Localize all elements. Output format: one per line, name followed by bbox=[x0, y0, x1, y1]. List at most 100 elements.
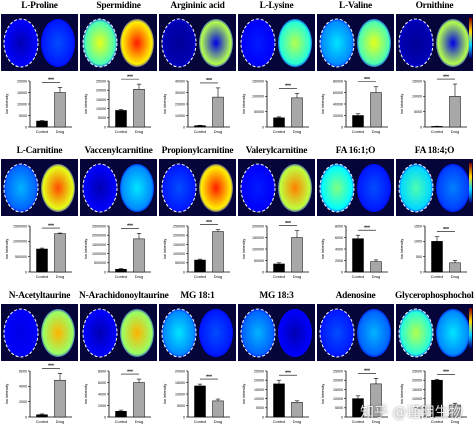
y-tick-label: 10000 bbox=[254, 397, 264, 401]
y-tick-label: 30000 bbox=[175, 91, 185, 95]
y-tick-label: 20000 bbox=[96, 89, 106, 93]
bar-chart: 0 50000 100000 150000 200000 250000 Ion Intens… bbox=[158, 217, 237, 290]
drug-section bbox=[357, 19, 391, 67]
x-tick-label: Control bbox=[194, 419, 207, 424]
y-tick-label: 25000 bbox=[96, 79, 106, 83]
y-tick-label: 1000 bbox=[414, 240, 422, 244]
control-outline bbox=[3, 308, 39, 358]
y-tick-label: 5000 bbox=[19, 114, 27, 118]
y-tick-label: 150000 bbox=[252, 236, 264, 240]
y-tick-label: 20000 bbox=[254, 379, 264, 383]
y-tick-label: 0 bbox=[104, 415, 106, 419]
y-tick-label: 1500 bbox=[414, 224, 422, 228]
bar-control bbox=[115, 411, 127, 418]
bar-drug bbox=[212, 231, 224, 273]
panel-10: Valerylcarnitine 0 50000 100000 150000 200000… bbox=[237, 145, 316, 290]
panel-3: Argininic acid 0 10000 20000 30000 40000 Ion I… bbox=[158, 0, 237, 145]
msi-image bbox=[159, 14, 236, 71]
control-outline bbox=[161, 163, 197, 213]
y-tick-label: 25000 bbox=[333, 369, 343, 373]
bar-control bbox=[115, 110, 127, 128]
control-outline bbox=[82, 308, 118, 358]
x-tick-label: Drug bbox=[293, 129, 301, 134]
control-section bbox=[399, 19, 433, 67]
control-section bbox=[83, 19, 117, 67]
bar-drug bbox=[212, 400, 224, 418]
control-outline bbox=[398, 308, 434, 358]
y-tick-label: 8000 bbox=[98, 369, 106, 373]
y-tick-label: 0 bbox=[183, 270, 185, 274]
y-tick-label: 2000 bbox=[335, 259, 343, 263]
bar-chart: 0 2000 4000 6000 8000 Ion Intensity Control Dru… bbox=[316, 217, 395, 290]
y-tick-label: 2000000 bbox=[92, 234, 106, 238]
drug-section bbox=[199, 19, 233, 67]
y-tick-label: 5000 bbox=[256, 406, 264, 410]
bar-control bbox=[431, 241, 443, 273]
y-tick-label: 15000 bbox=[175, 381, 185, 385]
msi-image bbox=[1, 159, 78, 216]
significance-label: *** bbox=[127, 224, 133, 230]
y-tick-label: 0 bbox=[420, 415, 422, 419]
drug-section bbox=[436, 164, 470, 212]
y-axis-label: Ion Intensity bbox=[84, 384, 88, 405]
x-tick-label: Control bbox=[273, 129, 286, 134]
control-section bbox=[4, 19, 38, 67]
drug-section bbox=[41, 164, 75, 212]
panel-title: L-Proline bbox=[21, 1, 58, 11]
significance-label: *** bbox=[364, 225, 370, 231]
bar-chart: 0 2000 4000 6000 8000 Ion Intensity Control Dru… bbox=[79, 362, 158, 435]
x-tick-label: Drug bbox=[451, 274, 459, 279]
y-tick-label: 4000 bbox=[19, 385, 27, 389]
bar-chart: 0 50000 100000 150000 Ion Intensity Control Dr… bbox=[237, 72, 316, 145]
control-section bbox=[241, 19, 275, 67]
bar-chart: 0 5000 10000 15000 Ion Intensity Control Drug *… bbox=[395, 72, 474, 145]
panel-18: Glycerophosphocholine 0 5000 10000 15000 2000… bbox=[395, 290, 474, 435]
panel-title: N-Acetyltaurine bbox=[8, 291, 71, 301]
y-axis-label: Ion Intensity bbox=[163, 384, 167, 405]
control-section bbox=[4, 309, 38, 357]
panel-title: Propionylcarnitine bbox=[161, 146, 234, 156]
bar-control bbox=[431, 379, 443, 418]
panel-8: Vaccenylcarnitine 0 500000 1000000 1500000 20… bbox=[79, 145, 158, 290]
bar-chart: 0 500000 1000000 1500000 2000000 2500000 Ion I… bbox=[79, 217, 158, 290]
bar-control bbox=[273, 383, 285, 418]
control-outline bbox=[319, 308, 355, 358]
y-tick-label: 50000 bbox=[175, 261, 185, 265]
panel-title: MG 18:1 bbox=[180, 291, 215, 301]
x-tick-label: Drug bbox=[214, 129, 222, 134]
panel-title: Ornithine bbox=[415, 1, 454, 11]
y-tick-label: 0 bbox=[262, 125, 264, 129]
msi-image bbox=[317, 14, 394, 71]
y-tick-label: 100000 bbox=[252, 95, 264, 99]
control-outline bbox=[3, 163, 39, 213]
bar-chart: 0 5000 10000 15000 20000 25000 Ion Intensity Co… bbox=[395, 362, 474, 435]
x-tick-label: Drug bbox=[56, 129, 64, 134]
y-tick-label: 40000 bbox=[175, 79, 185, 83]
drug-section bbox=[199, 309, 233, 357]
bar-drug bbox=[449, 404, 461, 418]
panel-14: N-Arachidonoyltaurine 0 2000 4000 6000 8000 Io… bbox=[79, 290, 169, 435]
y-tick-label: 0 bbox=[262, 415, 264, 419]
y-tick-label: 6000 bbox=[335, 236, 343, 240]
x-tick-label: Drug bbox=[293, 274, 301, 279]
control-outline bbox=[3, 18, 39, 68]
y-axis-label: Ion Intensity bbox=[163, 94, 167, 115]
y-tick-label: 1500000 bbox=[92, 243, 106, 247]
control-outline bbox=[161, 308, 197, 358]
y-tick-label: 0 bbox=[25, 125, 27, 129]
bar-chart: 0 20000 40000 60000 80000 Ion Intensity Contro… bbox=[316, 72, 395, 145]
y-tick-label: 1000000 bbox=[92, 252, 106, 256]
bar-control bbox=[115, 268, 127, 273]
msi-image bbox=[396, 14, 473, 71]
control-outline bbox=[82, 163, 118, 213]
y-tick-label: 50000 bbox=[254, 259, 264, 263]
y-tick-label: 15000 bbox=[17, 91, 27, 95]
y-axis-label: Ion Intensity bbox=[242, 384, 246, 405]
msi-image bbox=[396, 159, 473, 216]
x-tick-label: Control bbox=[431, 274, 444, 279]
y-tick-label: 2000 bbox=[19, 400, 27, 404]
x-tick-label: Drug bbox=[135, 274, 143, 279]
x-tick-label: Control bbox=[352, 274, 365, 279]
y-tick-label: 20000 bbox=[175, 102, 185, 106]
y-tick-label: 5000 bbox=[414, 406, 422, 410]
